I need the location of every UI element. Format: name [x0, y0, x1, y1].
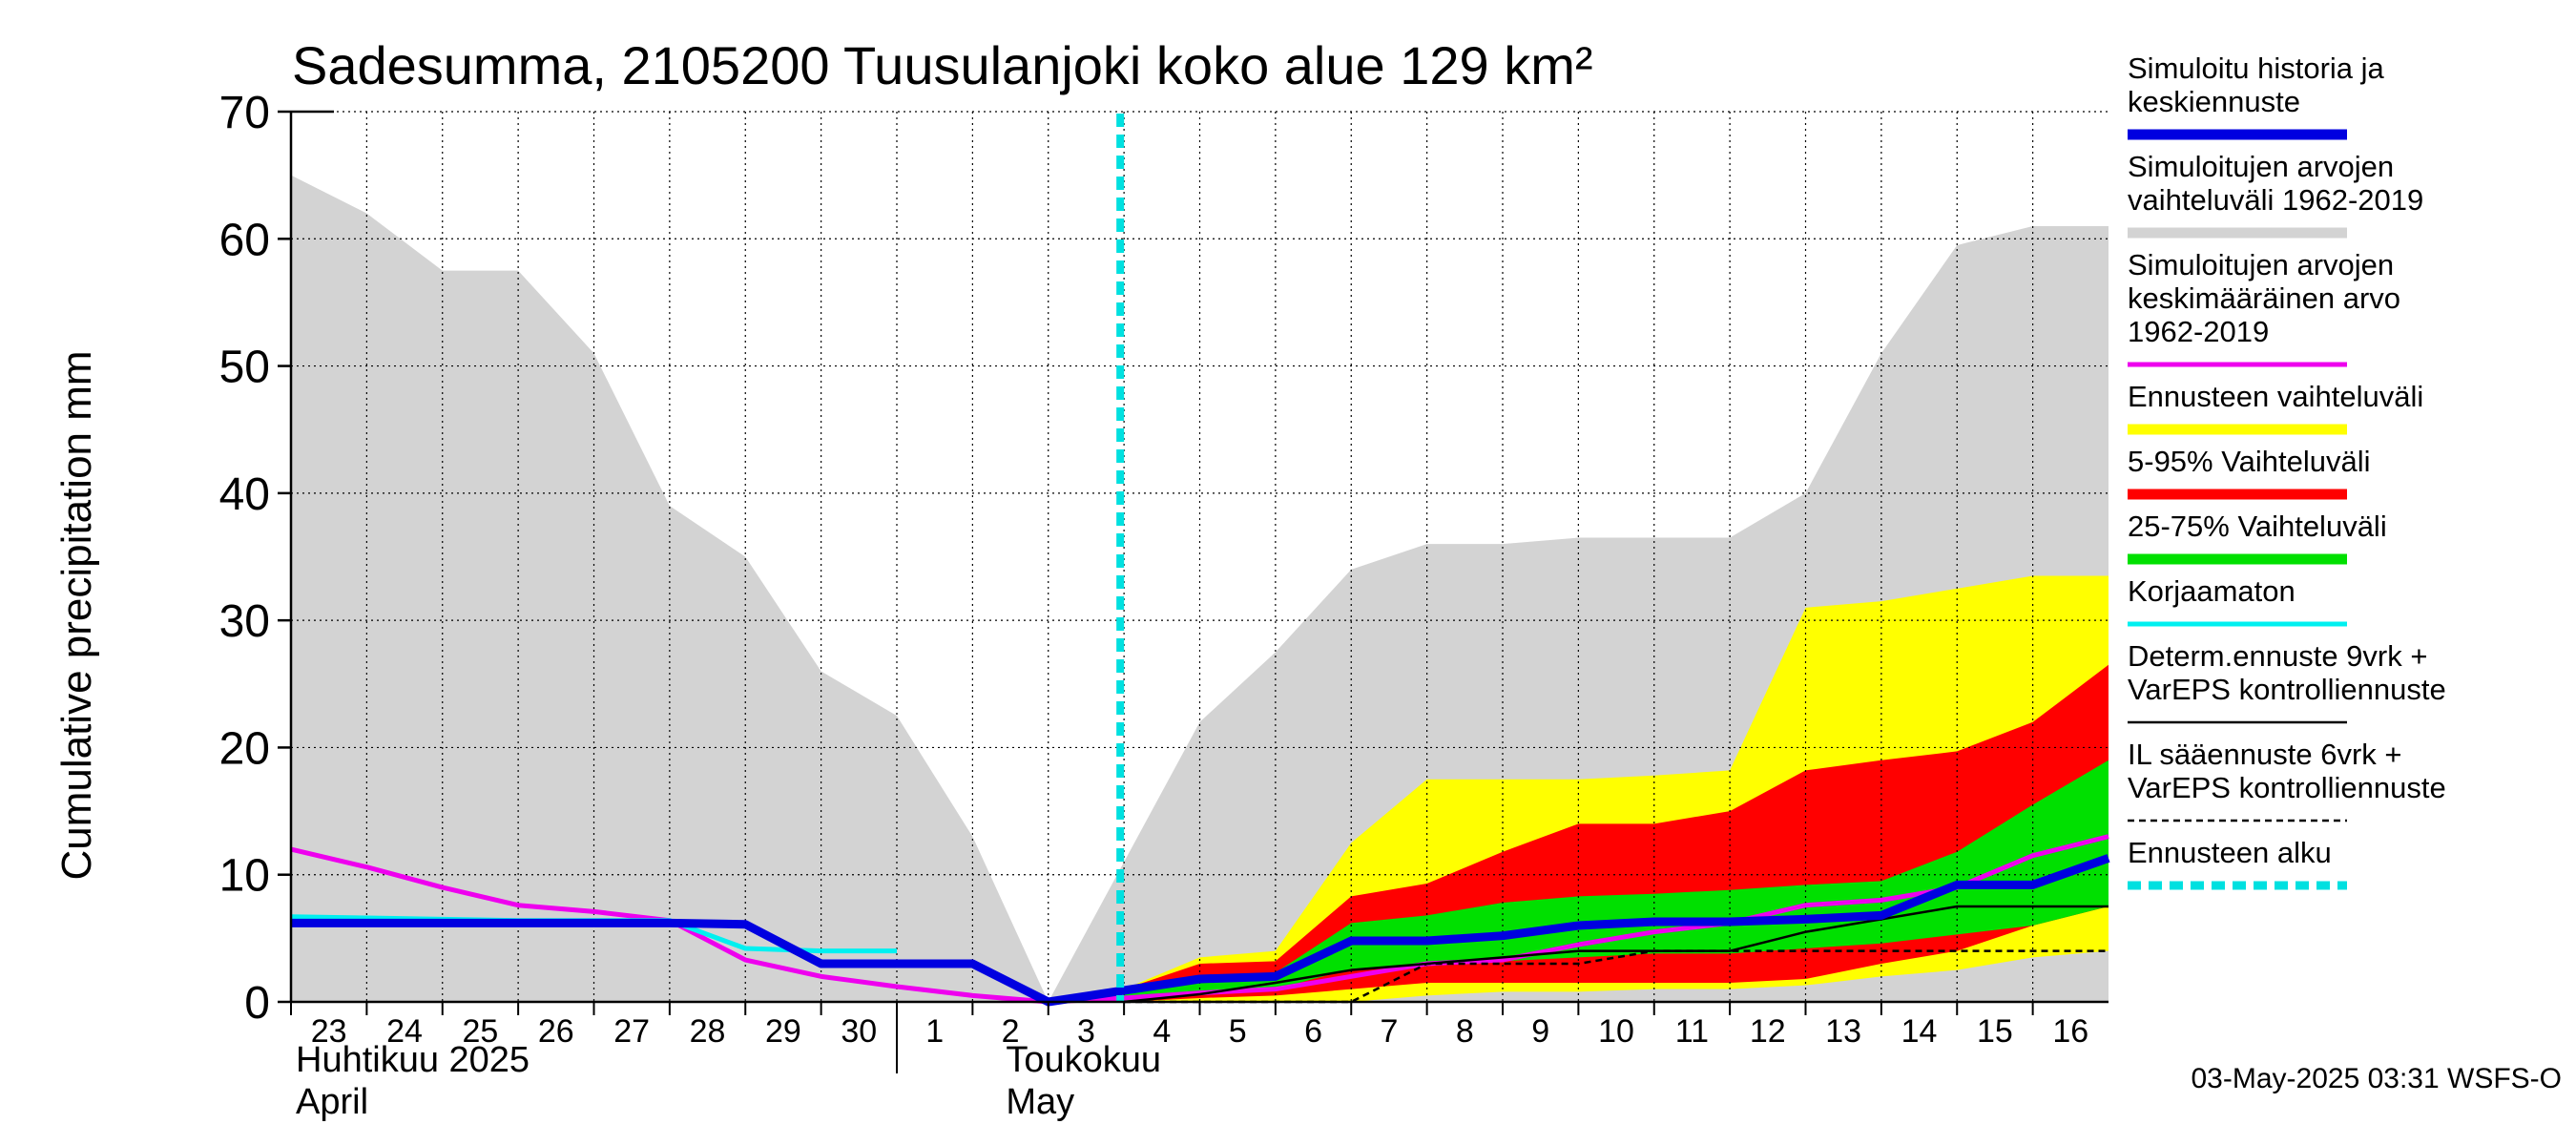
x-tick-label: 12	[1750, 1013, 1786, 1050]
legend-label: Determ.ennuste 9vrk +	[2128, 639, 2427, 673]
month-label: Toukokuu	[1006, 1040, 1161, 1080]
line-series-6	[1123, 905, 2109, 1004]
y-tick-label: 70	[219, 88, 270, 138]
legend-label: 5-95% Vaihteluväli	[2128, 445, 2370, 478]
x-tick-label: 5	[1229, 1013, 1247, 1050]
month-label-en: April	[296, 1082, 368, 1122]
y-tick-label: 20	[219, 723, 270, 774]
y-tick-label: 30	[219, 596, 270, 647]
y-tick-label: 60	[219, 215, 270, 265]
legend-label: VarEPS kontrolliennuste	[2128, 673, 2446, 706]
x-tick-label: 8	[1456, 1013, 1474, 1050]
x-tick-label: 23	[311, 1013, 347, 1050]
legend-label: vaihteluväli 1962-2019	[2128, 183, 2423, 217]
x-tick-label: 1	[925, 1013, 944, 1050]
x-tick-label: 25	[463, 1013, 499, 1050]
x-tick-label: 3	[1077, 1013, 1095, 1050]
x-tick-label: 29	[765, 1013, 801, 1050]
x-tick-label: 15	[1977, 1013, 2013, 1050]
y-tick-label: 40	[219, 469, 270, 520]
month-label-en: May	[1006, 1082, 1074, 1122]
legend-label: Simuloitujen arvojen	[2128, 248, 2394, 281]
x-tick-label: 26	[538, 1013, 574, 1050]
x-tick-label: 24	[386, 1013, 423, 1050]
x-tick-label: 30	[841, 1013, 877, 1050]
legend-label: keskimääräinen arvo	[2128, 281, 2400, 315]
legend-label: keskiennuste	[2128, 85, 2300, 118]
line-series-4	[290, 834, 2109, 1005]
legend-label: Korjaamaton	[2128, 574, 2296, 608]
line-series-8	[291, 854, 2110, 1007]
x-tick-label: 28	[690, 1013, 726, 1050]
x-tick-label: 27	[613, 1013, 650, 1050]
legend-label: Ennusteen alku	[2128, 836, 2332, 869]
y-tick-label: 0	[244, 978, 270, 1029]
x-tick-label: 4	[1153, 1013, 1171, 1050]
legend-label: Simuloitu historia ja	[2128, 52, 2385, 85]
legend-label: Ennusteen vaihteluväli	[2128, 380, 2423, 413]
legend-label: 25-75% Vaihteluväli	[2128, 510, 2387, 543]
month-label: Huhtikuu 2025	[296, 1040, 530, 1080]
y-tick-label: 50	[219, 343, 270, 393]
x-tick-label: 14	[1901, 1013, 1938, 1050]
y-axis-label: Cumulative precipitation mm	[53, 350, 100, 880]
x-tick-label: 16	[2052, 1013, 2088, 1050]
plot-area	[290, 111, 2110, 1007]
x-tick-label: 11	[1675, 1013, 1709, 1050]
legend-label: Simuloitujen arvojen	[2128, 150, 2394, 183]
x-tick-label: 10	[1598, 1013, 1634, 1050]
y-tick-label: 10	[219, 851, 270, 902]
legend-label: VarEPS kontrolliennuste	[2128, 771, 2446, 804]
legend-label: 1962-2019	[2128, 315, 2269, 348]
x-tick-label: 7	[1380, 1013, 1398, 1050]
legend-label: IL sääennuste 6vrk +	[2128, 738, 2402, 771]
x-tick-label: 13	[1825, 1013, 1861, 1050]
x-tick-label: 6	[1304, 1013, 1322, 1050]
x-tick-label: 2	[1002, 1013, 1020, 1050]
chart-title: Sadesumma, 2105200 Tuusulanjoki koko alu…	[292, 35, 1593, 95]
timestamp-footer: 03-May-2025 03:31 WSFS-O	[2192, 1063, 2563, 1094]
x-tick-label: 9	[1531, 1013, 1549, 1050]
